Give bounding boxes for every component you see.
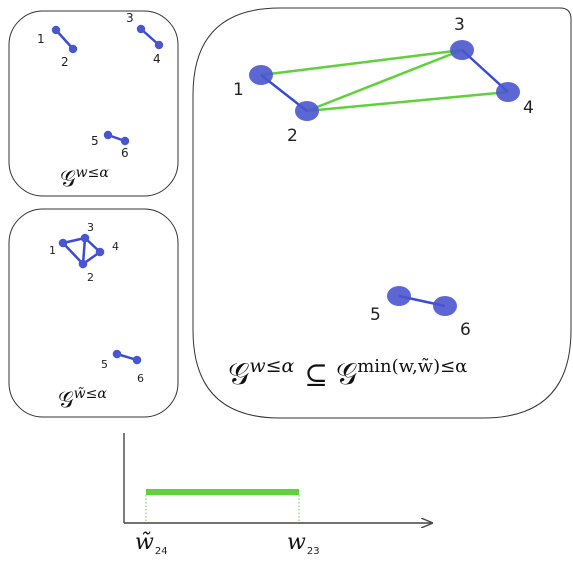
node-label-3: 3 — [87, 221, 94, 234]
tick-label-w-tilde-24: w̃24 — [135, 530, 168, 557]
node-5 — [103, 130, 113, 140]
node-4 — [95, 247, 105, 257]
node-5 — [387, 286, 411, 306]
node-6 — [120, 136, 130, 146]
node-3 — [450, 40, 474, 60]
node-4 — [496, 82, 520, 102]
node-label-1: 1 — [37, 32, 45, 46]
node-label-6: 6 — [137, 372, 144, 385]
node-4 — [154, 40, 164, 50]
edge-2-3-green — [306, 48, 463, 113]
edge-1-2 — [55, 29, 74, 50]
panel-mid-left-caption: 𝒢w̃≤α — [58, 386, 107, 413]
panel-top-left-border — [8, 10, 179, 197]
node-label-4: 4 — [112, 240, 119, 253]
node-label-2: 2 — [87, 271, 94, 284]
node-6 — [132, 355, 142, 365]
node-label-1: 1 — [49, 244, 56, 257]
panel-top-left-caption: 𝒢w≤α — [60, 165, 109, 192]
node-label-5: 5 — [91, 134, 99, 148]
node-label-6: 6 — [121, 146, 129, 160]
edge-1-2 — [62, 242, 84, 265]
node-2 — [295, 101, 319, 121]
node-2 — [78, 259, 88, 269]
node-6 — [433, 296, 457, 316]
edge-2-4-green — [306, 90, 509, 113]
panel-mid-left-border — [8, 208, 179, 418]
tick-label-w-23: w23 — [287, 530, 320, 557]
node-1 — [51, 25, 61, 35]
edge-1-3-green — [260, 48, 463, 77]
node-label-4: 4 — [523, 98, 534, 118]
panel-right-caption: 𝒢w≤α ⊆ 𝒢min(w,w̃)≤α — [228, 355, 467, 392]
panel-right: 1 2 3 4 5 6 𝒢w≤α ⊆ 𝒢min(w,w̃)≤α — [192, 7, 572, 419]
node-3 — [80, 233, 90, 243]
node-label-2: 2 — [61, 55, 69, 69]
interval-axis: w̃24 w23 — [123, 433, 431, 557]
node-label-3: 3 — [454, 15, 465, 35]
node-label-4: 4 — [153, 52, 161, 66]
panel-top-left: 1 2 3 4 5 6 𝒢w≤α — [8, 10, 179, 197]
node-label-5: 5 — [101, 358, 108, 371]
node-label-1: 1 — [233, 80, 244, 100]
node-1 — [58, 238, 68, 248]
node-label-5: 5 — [370, 305, 381, 325]
panel-mid-left: 1 2 3 4 5 6 𝒢w̃≤α — [8, 208, 179, 418]
node-5 — [112, 349, 122, 359]
node-label-3: 3 — [126, 11, 134, 25]
node-3 — [136, 24, 146, 34]
node-label-2: 2 — [287, 126, 298, 146]
panel-right-border — [192, 7, 572, 419]
node-2 — [68, 44, 78, 54]
node-label-6: 6 — [460, 320, 471, 340]
edge-3-2 — [81, 237, 87, 265]
node-1 — [249, 65, 273, 85]
